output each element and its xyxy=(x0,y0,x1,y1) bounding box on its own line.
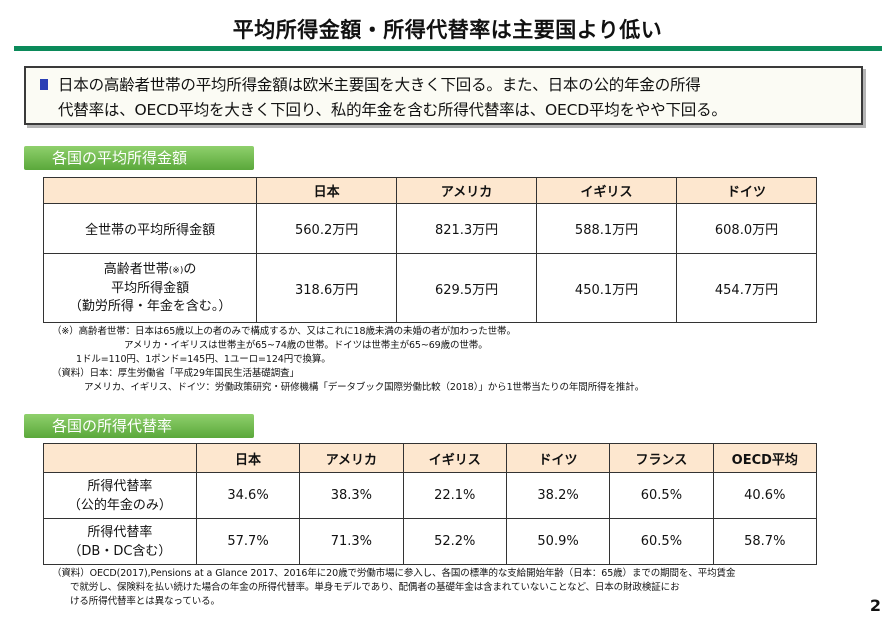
table-cell: 50.9% xyxy=(505,518,611,565)
table-cell: 588.1万円 xyxy=(536,203,678,254)
column-header: ドイツ xyxy=(505,443,611,473)
column-header: OECD平均 xyxy=(712,443,818,473)
row-label: 所得代替率 （DB・DC含む） xyxy=(43,518,197,565)
column-header: アメリカ xyxy=(396,177,538,204)
column-header: ドイツ xyxy=(676,177,817,204)
table-row: 全世帯の平均所得金額 560.2万円 821.3万円 588.1万円 608.0… xyxy=(42,203,817,254)
row-label-line: 平均所得金額 xyxy=(111,280,190,296)
summary-line-2: 代替率は、OECD平均を大きく下回り、私的年金を含む所得代替率は、OECD平均を… xyxy=(58,101,727,119)
column-header: イギリス xyxy=(536,177,678,204)
table-cell: 38.3% xyxy=(299,472,404,519)
table-cell: 450.1万円 xyxy=(536,253,678,323)
replacement-rate-table: 日本 アメリカ イギリス ドイツ フランス OECD平均 所得代替率 （公的年金… xyxy=(43,443,818,565)
column-header: フランス xyxy=(609,443,714,473)
table-cell: 71.3% xyxy=(299,518,404,565)
summary-text: 日本の高齢者世帯の平均所得金額は欧米主要国を大きく下回る。また、日本の公的年金の… xyxy=(58,73,863,123)
section-tab-replacement-rate: 各国の所得代替率 xyxy=(24,414,254,438)
bullet-square-icon xyxy=(40,79,48,90)
row-label-suffix: の xyxy=(183,261,197,277)
average-income-table: 日本 アメリカ イギリス ドイツ 全世帯の平均所得金額 560.2万円 821.… xyxy=(42,177,817,323)
table-cell: 454.7万円 xyxy=(676,253,817,323)
footnote: （※）高齢者世帯：日本は65歳以上の者のみで構成するか、又はこれに18歳未満の未… xyxy=(52,326,516,337)
table-corner-cell xyxy=(43,443,197,473)
source-note: で就労し、保険料を払い続けた場合の年金の所得代替率。単身モデルであり、配偶者の基… xyxy=(70,582,680,593)
row-label-line: 所得代替率 xyxy=(87,524,153,540)
row-label: 高齢者世帯(※)の 平均所得金額 （勤労所得・年金を含む。） xyxy=(42,253,258,323)
column-header: アメリカ xyxy=(299,443,404,473)
table-header-row: 日本 アメリカ イギリス ドイツ xyxy=(42,177,817,204)
table-cell: 34.6% xyxy=(195,472,301,519)
table-cell: 60.5% xyxy=(609,518,714,565)
table-cell: 57.7% xyxy=(195,518,301,565)
table-row: 所得代替率 （DB・DC含む） 57.7% 71.3% 52.2% 50.9% … xyxy=(43,518,818,565)
footnote: アメリカ・イギリスは世帯主が65~74歳の世帯。ドイツは世帯主が65~69歳の世… xyxy=(124,340,488,351)
table-cell: 38.2% xyxy=(505,472,611,519)
table-cell: 821.3万円 xyxy=(396,203,538,254)
row-label-line: （DB・DC含む） xyxy=(68,543,172,559)
source-note: ける所得代替率とは異なっている。 xyxy=(70,596,220,607)
table-cell: 58.7% xyxy=(712,518,818,565)
row-label-line: 高齢者世帯 xyxy=(103,261,169,277)
column-header: 日本 xyxy=(195,443,301,473)
table-row: 所得代替率 （公的年金のみ） 34.6% 38.3% 22.1% 38.2% 6… xyxy=(43,472,818,519)
table-cell: 560.2万円 xyxy=(256,203,398,254)
table-row: 高齢者世帯(※)の 平均所得金額 （勤労所得・年金を含む。） 318.6万円 6… xyxy=(42,253,817,323)
table-cell: 60.5% xyxy=(609,472,714,519)
source-note: （資料）日本：厚生労働省「平成29年国民生活基礎調査」 xyxy=(52,368,299,379)
column-header: イギリス xyxy=(402,443,507,473)
table-cell: 52.2% xyxy=(402,518,507,565)
summary-box: 日本の高齢者世帯の平均所得金額は欧米主要国を大きく下回る。また、日本の公的年金の… xyxy=(24,66,863,125)
table-cell: 608.0万円 xyxy=(676,203,817,254)
row-label-line: （勤労所得・年金を含む。） xyxy=(68,298,232,314)
row-label: 所得代替率 （公的年金のみ） xyxy=(43,472,197,519)
footnote-mark: (※) xyxy=(168,265,184,276)
table-cell: 629.5万円 xyxy=(396,253,538,323)
page-number: 2 xyxy=(869,596,881,615)
table-header-row: 日本 アメリカ イギリス ドイツ フランス OECD平均 xyxy=(43,443,818,473)
row-label-line: 所得代替率 xyxy=(87,478,153,494)
row-label: 全世帯の平均所得金額 xyxy=(42,203,258,254)
title-underline xyxy=(14,46,882,51)
source-note: （資料）OECD(2017),Pensions at a Glance 2017… xyxy=(52,568,736,579)
table-cell: 318.6万円 xyxy=(256,253,398,323)
column-header: 日本 xyxy=(256,177,398,204)
section-tab-average-income: 各国の平均所得金額 xyxy=(24,146,254,170)
table-cell: 22.1% xyxy=(402,472,507,519)
table-corner-cell xyxy=(42,177,258,204)
row-label-line: （公的年金のみ） xyxy=(67,497,172,513)
page-title: 平均所得金額・所得代替率は主要国より低い xyxy=(232,18,663,42)
table-cell: 40.6% xyxy=(712,472,818,519)
source-note: アメリカ、イギリス、ドイツ：労働政策研究・研修機構「データブック国際労働比較（2… xyxy=(84,382,645,393)
footnote: 1ドル=110円、1ポンド=145円、1ユーロ=124円で換算。 xyxy=(76,354,331,365)
summary-line-1: 日本の高齢者世帯の平均所得金額は欧米主要国を大きく下回る。また、日本の公的年金の… xyxy=(58,76,701,94)
